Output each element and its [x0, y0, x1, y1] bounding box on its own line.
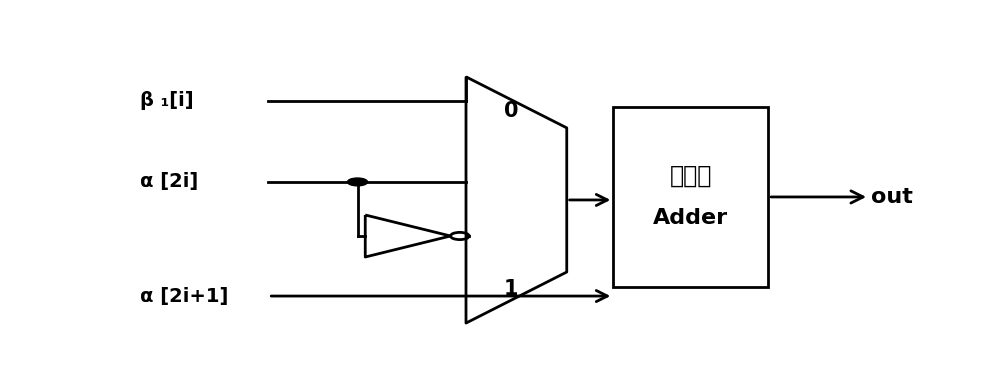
- Text: Adder: Adder: [653, 208, 728, 228]
- Text: α [2i]: α [2i]: [140, 172, 199, 191]
- Text: out: out: [871, 187, 913, 207]
- Circle shape: [347, 178, 368, 186]
- Bar: [613, 107, 768, 287]
- Text: 0: 0: [504, 101, 519, 121]
- Text: β ₁[i]: β ₁[i]: [140, 91, 194, 110]
- Text: α [2i+1]: α [2i+1]: [140, 287, 229, 305]
- Text: 1: 1: [504, 278, 519, 298]
- Text: 全加器: 全加器: [670, 164, 712, 188]
